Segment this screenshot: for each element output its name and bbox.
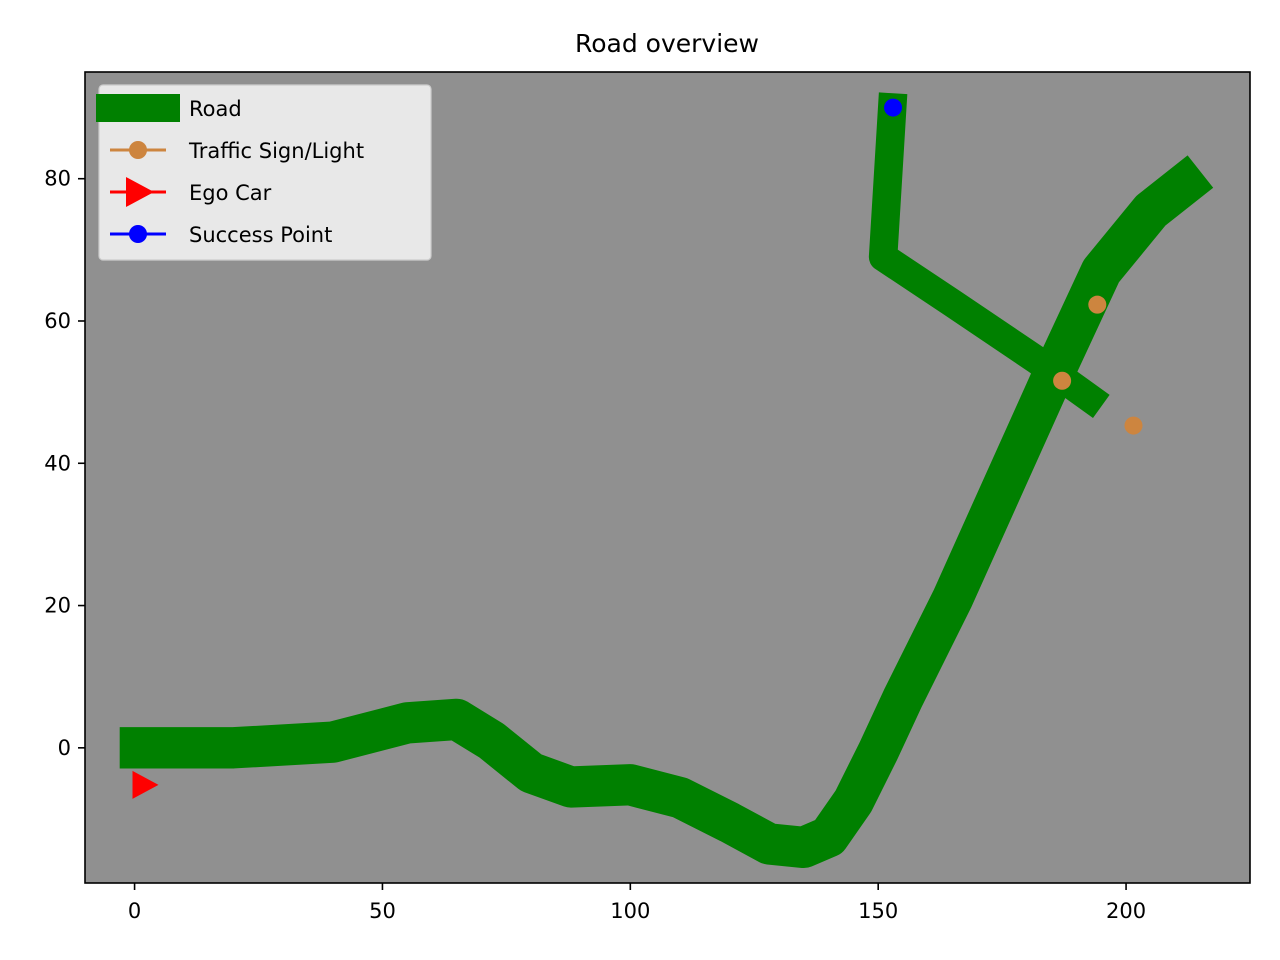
y-tick-label: 60 <box>44 309 71 333</box>
traffic-sign-light-point-2 <box>1053 371 1072 390</box>
success-point-point-1 <box>884 98 903 117</box>
traffic-sign-light-point-1 <box>1088 295 1107 314</box>
x-tick-label: 0 <box>128 899 141 923</box>
x-axis: 0 50 100 150 200 <box>128 883 1146 923</box>
traffic-sign-light-point-3 <box>1124 416 1143 435</box>
legend-ego-car-marker <box>126 177 154 207</box>
y-axis: 0 20 40 60 80 <box>44 167 85 760</box>
y-tick-label: 80 <box>44 167 71 191</box>
x-tick-label: 200 <box>1106 899 1146 923</box>
road-segment-1 <box>119 155 1214 869</box>
y-tick-label: 40 <box>44 451 71 475</box>
legend-success-point-label: Success Point <box>189 223 332 247</box>
ego-car-marker <box>132 770 159 799</box>
y-tick-label: 0 <box>58 736 71 760</box>
legend-traffic-sign-light-marker <box>129 141 147 159</box>
y-tick-label: 20 <box>44 594 71 618</box>
plot-frame <box>84 71 1251 884</box>
legend-success-point-marker <box>129 225 147 243</box>
x-tick-label: 50 <box>369 899 396 923</box>
x-tick-label: 150 <box>858 899 898 923</box>
legend-box <box>98 84 432 261</box>
legend-ego-car-label: Ego Car <box>189 181 272 205</box>
chart-title: Road overview <box>575 29 759 58</box>
legend-road-label: Road <box>189 97 242 121</box>
marker-layer <box>132 98 1143 799</box>
legend: Road Traffic Sign/Light Ego Car Success Poi… <box>96 84 432 261</box>
legend-traffic-sign-light-label: Traffic Sign/Light <box>188 139 364 163</box>
x-tick-label: 100 <box>610 899 650 923</box>
